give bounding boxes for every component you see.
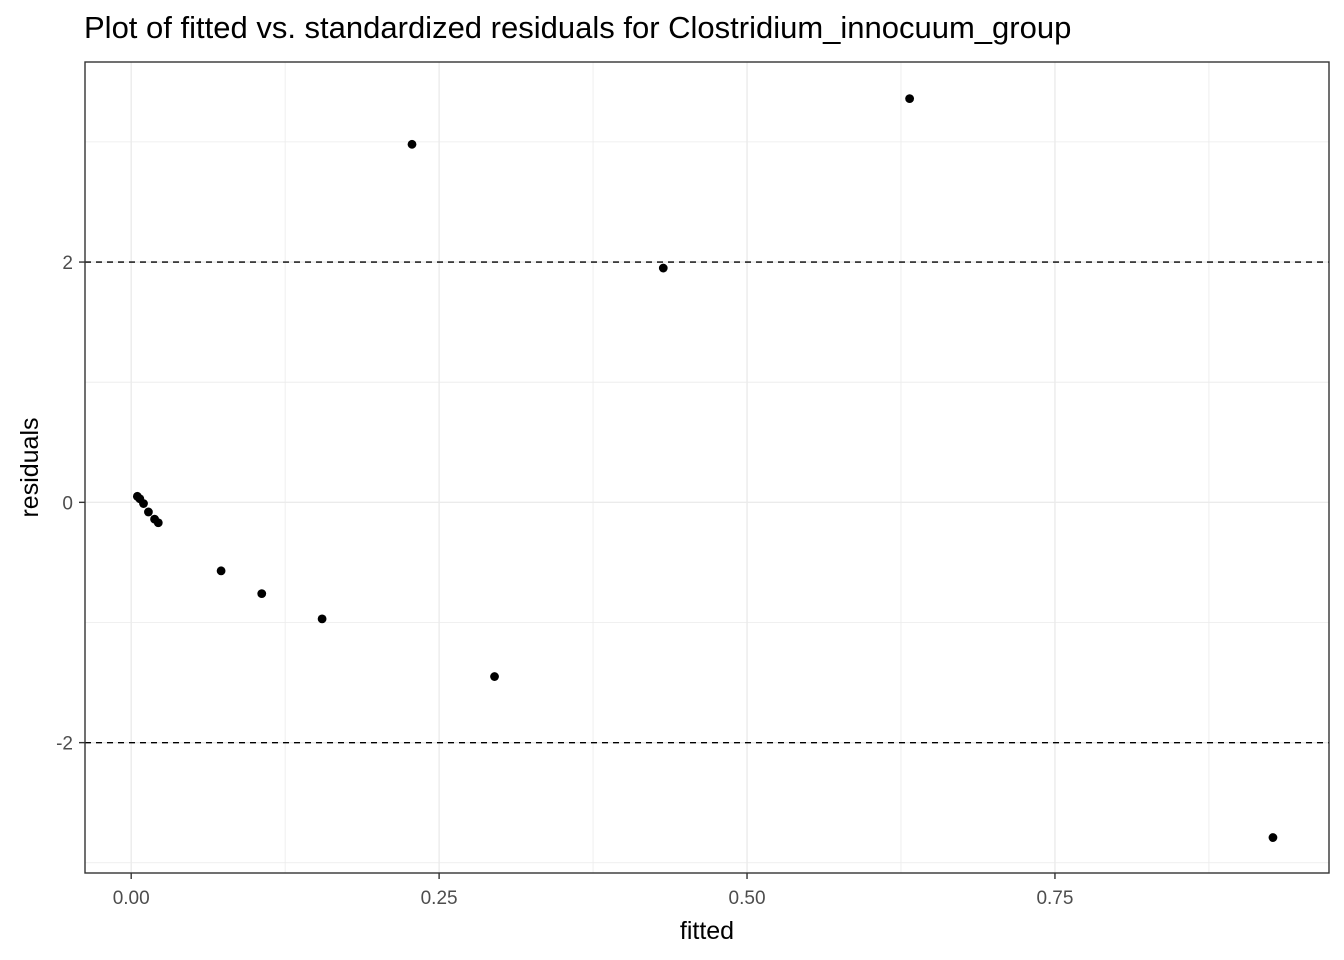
reference-lines — [85, 261, 1329, 744]
x-tick-label: 0.25 — [421, 888, 458, 909]
data-point — [490, 672, 499, 681]
panel-border — [84, 61, 1330, 874]
data-point — [153, 518, 163, 528]
data-point — [407, 139, 417, 149]
axes: 0.00 0.25 0.50 0.75 -2 0 2 fitted residuals — [16, 253, 1073, 945]
data-point — [1268, 833, 1278, 842]
x-axis-title: fitted — [680, 917, 734, 945]
y-tick-label: 0 — [62, 493, 73, 514]
grid-lines — [85, 62, 1329, 873]
chart-title: Plot of fitted vs. standardized residual… — [84, 10, 1072, 45]
data-point — [905, 94, 915, 104]
data-point — [257, 589, 267, 599]
data-point — [216, 566, 226, 576]
y-tick-label: 2 — [62, 253, 73, 274]
x-tick-label: 0.50 — [729, 888, 766, 909]
y-axis-title: residuals — [16, 417, 44, 517]
data-point — [658, 263, 668, 273]
data-point — [317, 614, 327, 624]
x-tick-label: 0.00 — [113, 888, 150, 909]
data-point — [139, 499, 148, 508]
x-tick-label: 0.75 — [1036, 888, 1073, 909]
data-points — [132, 94, 1278, 842]
y-tick-label: -2 — [56, 734, 73, 755]
data-point — [144, 507, 153, 517]
